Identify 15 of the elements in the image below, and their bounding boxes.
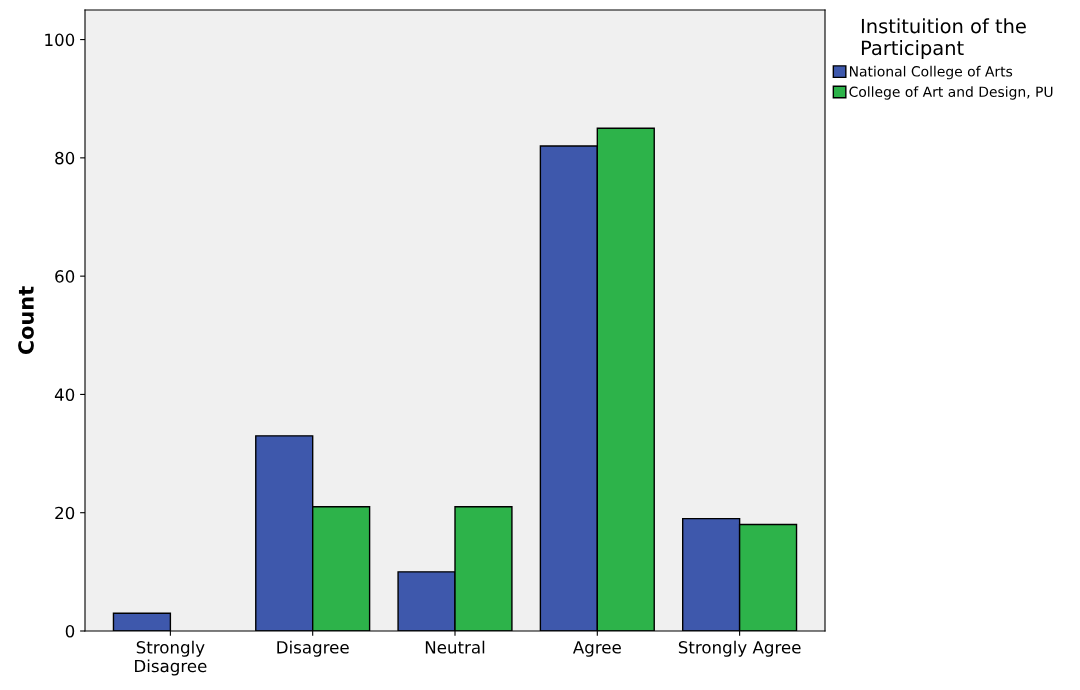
y-tick-label: 100 <box>45 33 75 47</box>
y-tick-label: 80 <box>55 151 75 165</box>
x-tick-label: Strongly Agree <box>678 640 801 657</box>
y-tick-label: 60 <box>55 270 75 283</box>
y-tick-label: 0 <box>65 624 75 638</box>
x-tick-label: Neutral <box>425 640 485 654</box>
x-tick-label: Agree <box>572 641 621 657</box>
y-tick-label: 40 <box>54 388 75 401</box>
legend-label: College of Art and Design, PU <box>849 86 1053 100</box>
legend-label: National College of Arts <box>849 65 1013 80</box>
legend-title: Instituition of the Participant <box>861 18 1026 59</box>
y-axis-title: Count <box>18 286 34 355</box>
x-tick-label: Strongly Disagree <box>135 640 207 676</box>
y-tick-label: 20 <box>55 506 75 520</box>
x-tick-label: Disagree <box>277 640 349 657</box>
